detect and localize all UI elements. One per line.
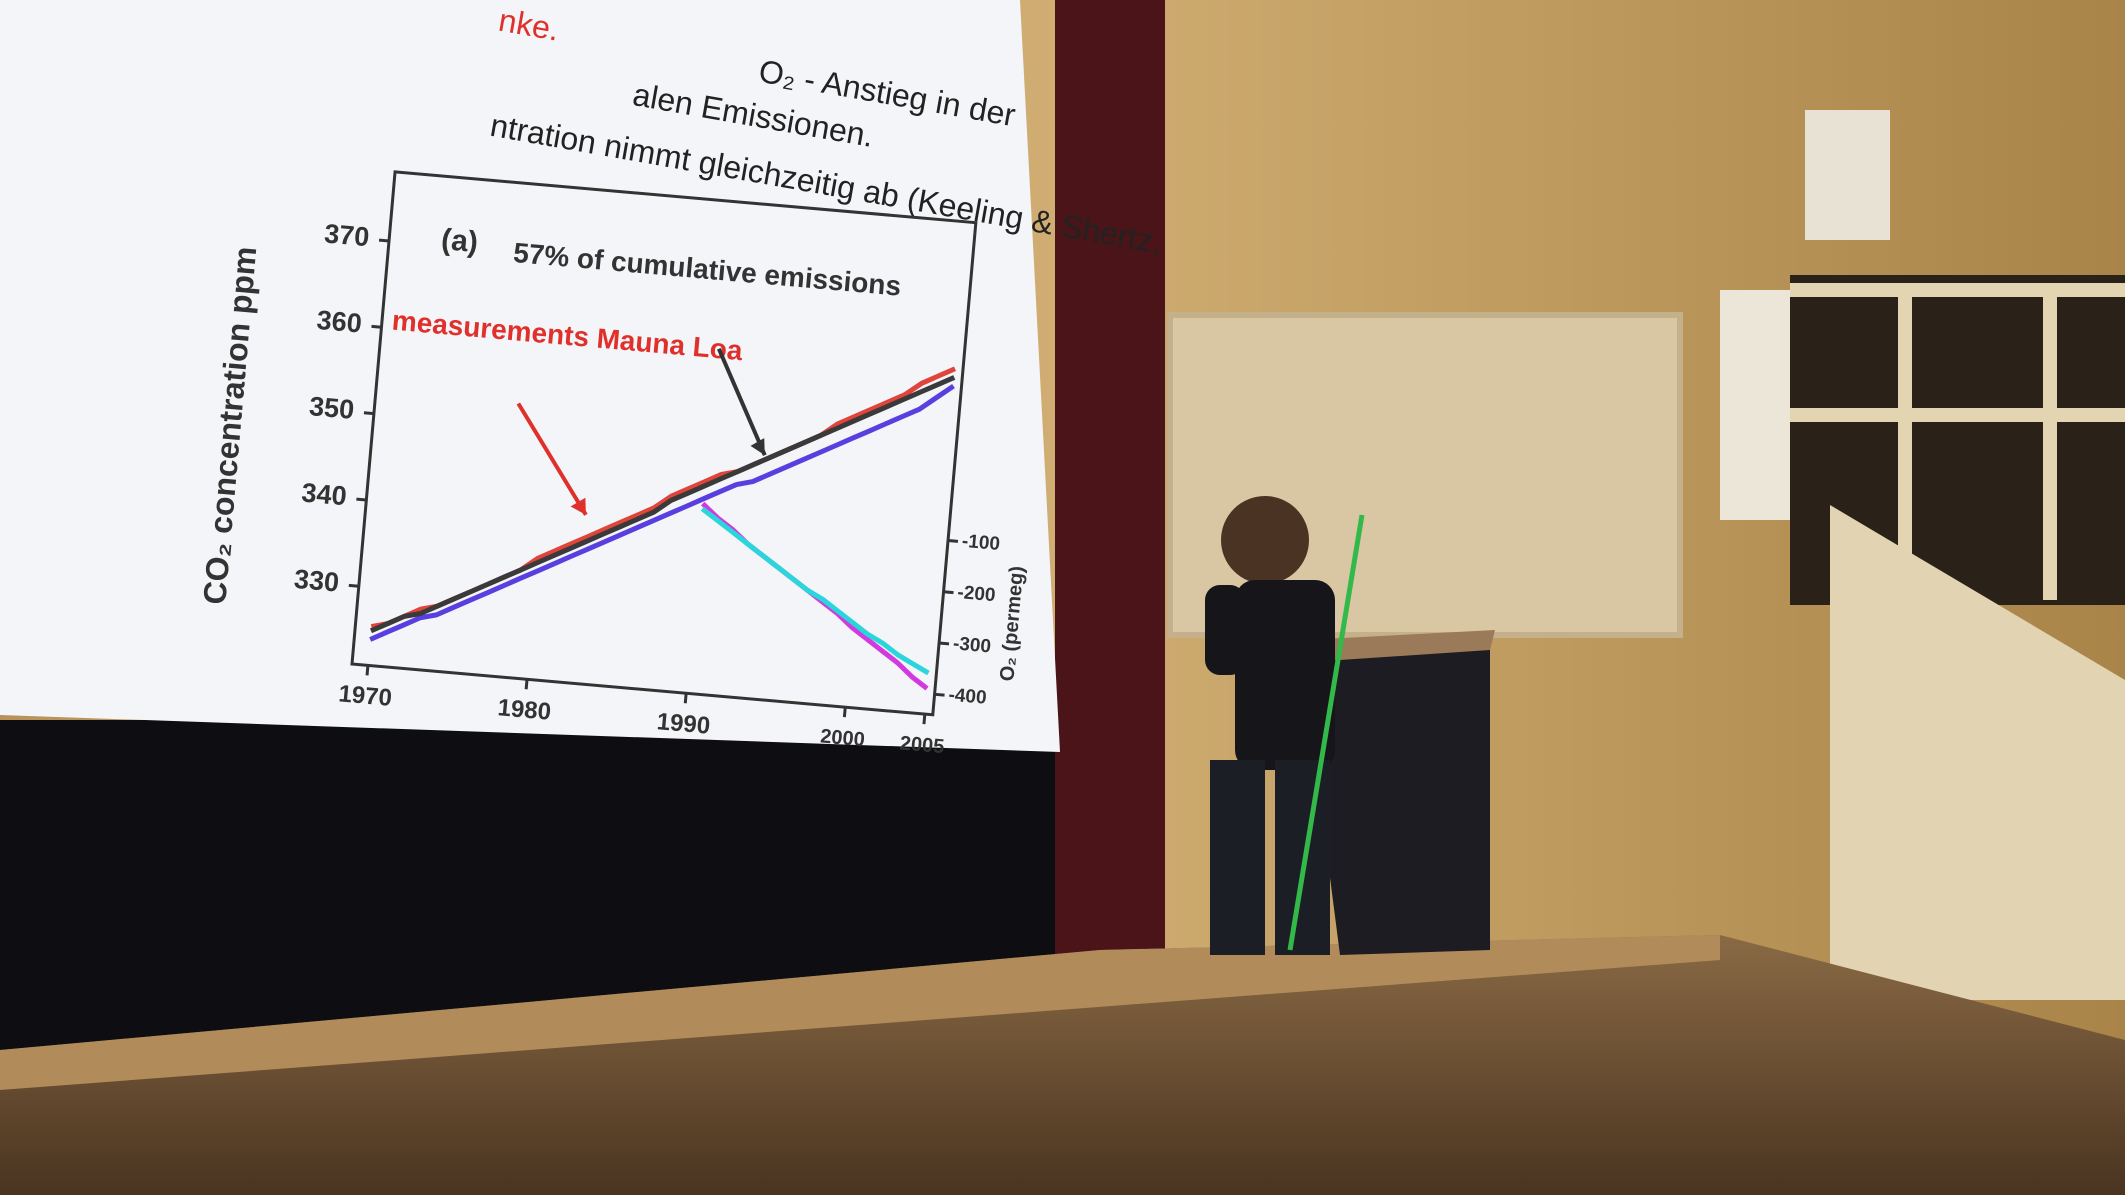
y2-tick-label: -200: [957, 582, 997, 606]
y2-tick-label: -400: [948, 685, 988, 709]
y-tick: [348, 583, 359, 588]
x-tick: [683, 693, 688, 704]
y-tick: [371, 324, 382, 329]
panel-label: (a): [440, 223, 479, 259]
y-tick-label: 330: [293, 564, 341, 598]
annotation-arrows: [516, 347, 767, 516]
stage-edge: [0, 935, 1720, 1090]
stage: [0, 935, 2125, 1195]
series-line: [369, 375, 956, 634]
speaker-head: [1221, 496, 1309, 584]
y2-tick-label: -300: [952, 633, 992, 657]
x-tick-label: 2000: [819, 725, 865, 751]
x-tick-label: 2005: [899, 732, 945, 758]
y2-tick-label: -100: [961, 531, 1001, 555]
plot-frame: [350, 170, 978, 717]
x-tick-label: 1980: [497, 694, 553, 726]
y-tick-label: 360: [315, 305, 363, 339]
x-tick-label: 1990: [656, 708, 712, 740]
speaker-leg: [1210, 760, 1265, 955]
y2-tick: [934, 692, 945, 697]
series-line: [700, 506, 930, 676]
x-tick: [922, 713, 927, 725]
stair-wall: [1830, 505, 2125, 1000]
y-tick: [378, 238, 390, 243]
speaker-arm: [1205, 585, 1245, 675]
x-tick-label: 1970: [337, 680, 393, 712]
speaker-body: [1235, 580, 1335, 770]
x-tick: [842, 707, 847, 718]
lectern: [1300, 635, 1490, 955]
y2-tick: [947, 539, 959, 543]
y2-tick: [943, 590, 954, 595]
projection-screen: [0, 0, 1060, 752]
speaker-leg: [1275, 760, 1330, 955]
pointer-stick: [1287, 514, 1365, 951]
y-tick-label: 340: [300, 477, 348, 511]
speaker-box: [1805, 110, 1890, 240]
y-tick: [363, 411, 375, 416]
y2-tick: [938, 641, 950, 646]
lectern-top: [1305, 630, 1495, 662]
y-tick: [356, 497, 367, 502]
curtain: [1055, 0, 1165, 960]
speaker-box: [1720, 290, 1790, 520]
x-tick: [365, 665, 370, 676]
y-tick-label: 350: [308, 391, 356, 425]
window-frame: [1790, 283, 2125, 600]
x-tick: [524, 679, 529, 690]
y-tick-label: 370: [323, 218, 371, 252]
series-line: [369, 383, 955, 642]
